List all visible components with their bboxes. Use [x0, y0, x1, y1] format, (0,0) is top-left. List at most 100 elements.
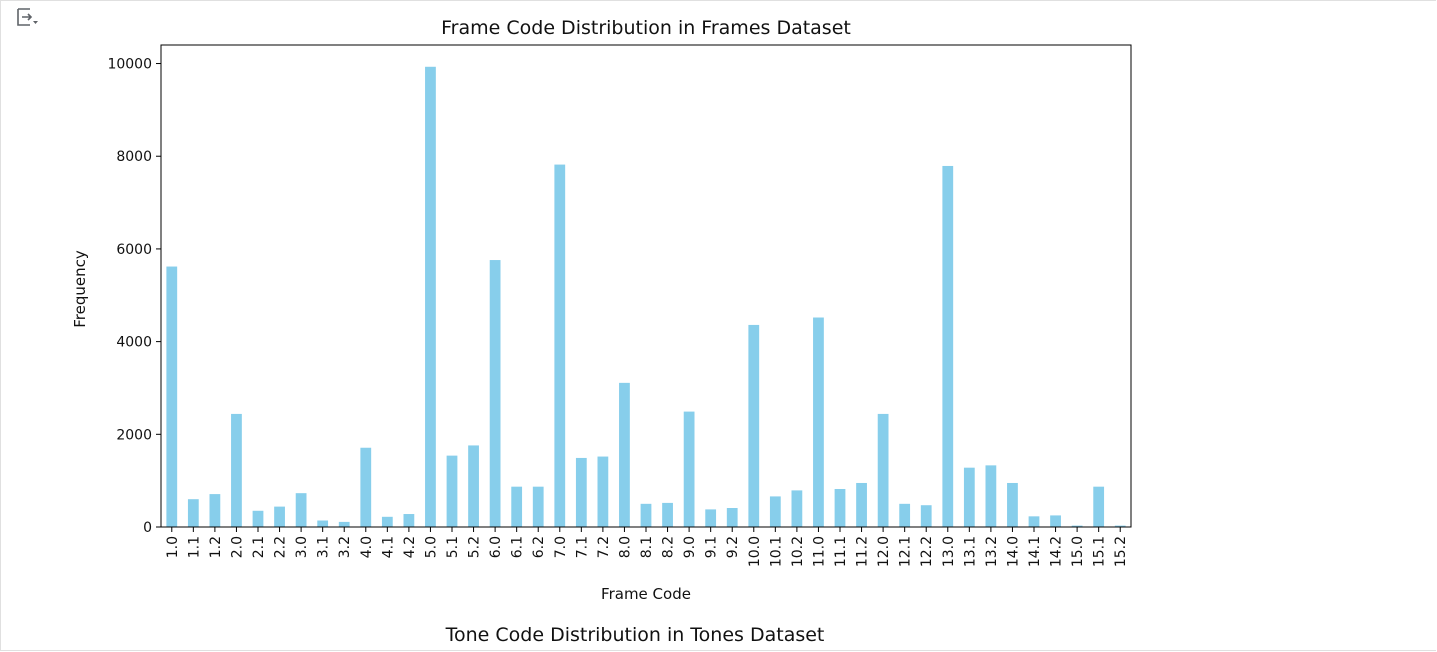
bar-6.1 [511, 486, 523, 527]
output-collapse-icon-glyph [17, 8, 38, 26]
bar-12.0 [877, 413, 889, 527]
bar-2.0 [231, 413, 242, 527]
next-chart-title: Tone Code Distribution in Tones Dataset [445, 624, 825, 646]
y-axis-label: Frequency [71, 250, 89, 328]
x-tick-label-13.1: 13.1 [962, 536, 978, 567]
bars-group [166, 66, 1126, 528]
y-tick-label-2000: 2000 [116, 427, 152, 443]
x-axis: 1.0 1.1 1.2 2.0 2.1 2.2 3.0 3.1 3.2 4.0 4.1 4.2 5.0 5… [165, 527, 1129, 567]
x-tick-label-6.0: 6.0 [488, 536, 504, 558]
x-tick-label-4.1: 4.1 [380, 536, 396, 558]
x-tick-label-10.0: 10.0 [747, 536, 763, 567]
x-tick-label-14.2: 14.2 [1049, 536, 1065, 567]
x-tick-label-9.1: 9.1 [704, 536, 720, 558]
bar-8.1 [640, 503, 652, 527]
bar-6.0 [489, 260, 501, 527]
x-tick-label-11.0: 11.0 [811, 536, 827, 567]
x-tick-label-7.0: 7.0 [553, 536, 569, 558]
bar-3.1 [317, 520, 329, 527]
plot-frame [160, 44, 1132, 528]
x-tick-label-15.1: 15.1 [1092, 536, 1108, 567]
x-tick-label-13.0: 13.0 [941, 536, 957, 567]
bar-8.2 [662, 502, 673, 527]
bar-7.1 [575, 457, 587, 527]
x-tick-label-6.2: 6.2 [531, 536, 547, 558]
bar-2.1 [252, 510, 264, 527]
x-tick-label-5.1: 5.1 [445, 536, 461, 558]
bar-4.0 [360, 447, 372, 527]
bar-1.0 [166, 266, 178, 527]
bar-4.1 [381, 516, 393, 527]
bar-4.2 [403, 514, 415, 527]
bar-9.2 [726, 507, 738, 527]
bar-1.1 [187, 499, 199, 527]
x-tick-label-3.2: 3.2 [337, 536, 353, 558]
bar-14.1 [1028, 516, 1040, 527]
x-tick-label-6.1: 6.1 [510, 536, 526, 558]
x-tick-label-3.0: 3.0 [294, 536, 310, 558]
x-tick-label-3.1: 3.1 [316, 536, 332, 558]
bar-3.2 [338, 521, 350, 527]
x-tick-label-10.1: 10.1 [768, 536, 784, 567]
bar-2.2 [274, 506, 285, 527]
y-tick-label-4000: 4000 [116, 335, 152, 351]
bar-6.2 [532, 486, 544, 527]
y-tick-label-10000: 10000 [107, 57, 152, 73]
x-tick-label-14.0: 14.0 [1005, 536, 1021, 567]
bar-11.2 [856, 482, 867, 527]
bar-10.1 [769, 496, 781, 527]
x-tick-label-5.0: 5.0 [423, 536, 439, 558]
x-tick-label-11.1: 11.1 [833, 536, 849, 567]
y-tick-label-6000: 6000 [116, 242, 152, 258]
y-tick-label-8000: 8000 [116, 149, 152, 165]
bar-9.0 [683, 411, 695, 527]
bar-13.2 [985, 465, 997, 527]
bar-11.1 [834, 488, 846, 527]
chart-title: Frame Code Distribution in Frames Datase… [441, 17, 851, 39]
bar-chart: Frame Code Distribution in Frames Datase… [71, 17, 1132, 603]
bar-13.1 [963, 467, 975, 527]
bar-12.1 [899, 503, 911, 527]
bar-10.0 [748, 324, 760, 527]
x-tick-label-15.2: 15.2 [1113, 536, 1129, 567]
bar-15.1 [1093, 486, 1105, 527]
x-tick-label-1.1: 1.1 [186, 536, 202, 558]
x-tick-label-2.1: 2.1 [251, 536, 267, 558]
bar-7.0 [554, 164, 566, 528]
x-tick-label-2.2: 2.2 [273, 536, 289, 558]
x-tick-label-8.2: 8.2 [661, 536, 677, 558]
x-tick-label-8.1: 8.1 [639, 536, 655, 558]
x-tick-label-7.1: 7.1 [574, 536, 590, 558]
x-tick-label-2.0: 2.0 [229, 536, 245, 558]
bar-11.0 [813, 317, 824, 527]
bar-14.0 [1007, 482, 1018, 527]
y-axis: 0 2000 4000 6000 8000 10000 [107, 57, 161, 536]
y-tick-label-0: 0 [143, 520, 152, 536]
x-tick-label-9.2: 9.2 [725, 536, 741, 558]
x-tick-label-9.0: 9.0 [682, 536, 698, 558]
bar-15.0 [1071, 525, 1083, 527]
bar-5.0 [425, 66, 436, 528]
x-tick-label-8.0: 8.0 [617, 536, 633, 558]
x-tick-label-15.0: 15.0 [1070, 536, 1086, 567]
bar-5.1 [446, 455, 458, 527]
x-tick-label-10.2: 10.2 [790, 536, 806, 567]
bar-7.2 [597, 456, 609, 527]
bar-10.2 [791, 490, 803, 527]
bar-3.0 [295, 493, 307, 527]
x-tick-label-14.1: 14.1 [1027, 536, 1043, 567]
bar-1.2 [209, 494, 221, 527]
x-tick-label-4.2: 4.2 [402, 536, 418, 558]
x-tick-label-5.2: 5.2 [467, 536, 483, 558]
output-collapse-icon[interactable] [14, 6, 40, 28]
bar-5.2 [468, 445, 479, 527]
x-tick-label-11.2: 11.2 [855, 536, 871, 567]
x-tick-label-7.2: 7.2 [596, 536, 612, 558]
bar-8.0 [619, 382, 630, 527]
bar-12.2 [920, 505, 932, 527]
x-axis-label: Frame Code [601, 585, 691, 603]
bar-14.2 [1050, 515, 1061, 527]
bar-9.1 [705, 509, 717, 527]
x-tick-label-13.2: 13.2 [984, 536, 1000, 567]
